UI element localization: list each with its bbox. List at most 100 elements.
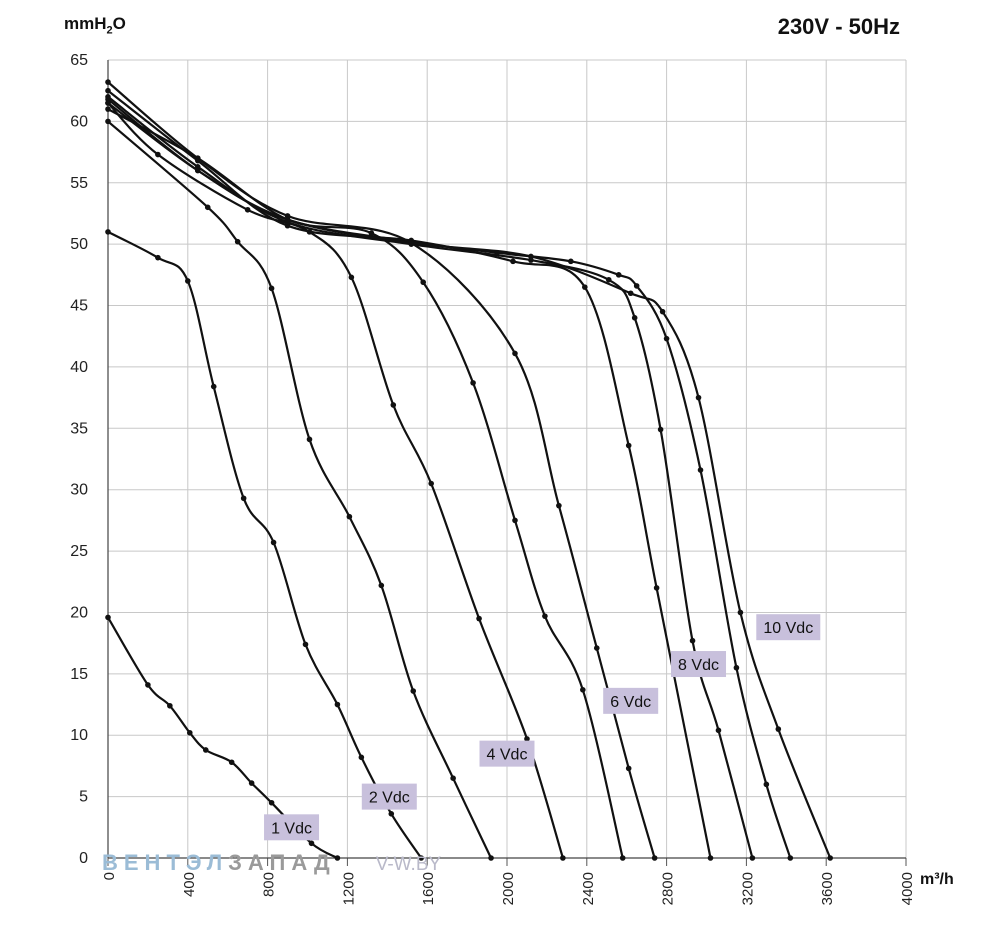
data-point bbox=[582, 284, 588, 290]
data-point bbox=[408, 240, 415, 246]
data-point bbox=[580, 687, 586, 693]
x-tick-label: 2800 bbox=[660, 872, 677, 905]
watermark: ВЕНТЭЛЗАПАД V-W.BY bbox=[102, 850, 441, 876]
x-tick-label: 3600 bbox=[819, 872, 836, 905]
curve-label: 10 Vdc bbox=[763, 620, 813, 637]
curve-label: 2 Vdc bbox=[369, 790, 410, 807]
data-point bbox=[268, 285, 275, 292]
data-point bbox=[105, 100, 111, 106]
series-line bbox=[107, 230, 423, 859]
curve-label-bg bbox=[479, 740, 535, 767]
data-point bbox=[284, 216, 291, 223]
data-point bbox=[268, 799, 275, 806]
data-point bbox=[787, 855, 794, 861]
curve-label-bg bbox=[756, 614, 821, 641]
data-point bbox=[593, 645, 600, 651]
data-point bbox=[707, 855, 714, 861]
curve-label: 8 Vdc bbox=[678, 657, 719, 674]
x-tick-label: 1200 bbox=[340, 872, 357, 905]
data-point bbox=[420, 279, 427, 286]
data-point bbox=[450, 775, 456, 781]
data-point bbox=[625, 765, 632, 772]
data-labels: 1 Vdc 2 Vdc 4 Vdc 6 Vdc 8 Vdc 10 Vdc bbox=[264, 614, 821, 841]
data-point bbox=[542, 613, 548, 619]
y-axis-label-main: mmH bbox=[64, 14, 107, 33]
curve-label-bg bbox=[603, 687, 659, 714]
y-axis-label: mmH2O bbox=[64, 14, 126, 36]
y-tick-label: 20 bbox=[70, 604, 88, 621]
data-point bbox=[605, 276, 612, 283]
data-point bbox=[653, 585, 660, 591]
data-point bbox=[633, 283, 640, 289]
y-tick-label: 10 bbox=[70, 727, 88, 744]
data-point bbox=[302, 641, 309, 648]
data-point bbox=[270, 539, 277, 546]
curve-label: 4 Vdc bbox=[487, 747, 528, 764]
data-point bbox=[155, 151, 161, 158]
x-tick-label: 4000 bbox=[899, 872, 916, 905]
watermark-part-3: V-W.BY bbox=[375, 854, 442, 875]
data-point bbox=[105, 79, 111, 85]
data-point bbox=[568, 258, 574, 265]
watermark-part-1: ВЕНТЭЛ bbox=[102, 850, 229, 875]
data-point bbox=[827, 855, 833, 861]
data-point bbox=[749, 855, 756, 861]
y-tick-label: 0 bbox=[79, 850, 88, 867]
x-tick-label: 2400 bbox=[580, 872, 597, 905]
curve-label-bg bbox=[264, 814, 320, 841]
data-point bbox=[105, 87, 111, 94]
data-point bbox=[775, 726, 782, 732]
series-group bbox=[105, 79, 833, 861]
data-point bbox=[560, 855, 566, 861]
x-tick-label: 3200 bbox=[739, 872, 756, 905]
data-point bbox=[244, 206, 251, 213]
chart-title: 230V - 50Hz bbox=[777, 14, 900, 39]
curve-label: 6 Vdc bbox=[610, 694, 651, 711]
data-point bbox=[228, 759, 235, 766]
data-point bbox=[105, 106, 111, 112]
data-point bbox=[234, 238, 241, 245]
data-point bbox=[737, 609, 744, 616]
y-axis-label-sub: 2 bbox=[106, 24, 113, 37]
y-tick-label: 40 bbox=[70, 359, 88, 376]
y-tick-label: 60 bbox=[70, 113, 88, 130]
data-point bbox=[348, 274, 355, 281]
data-point bbox=[368, 230, 375, 236]
data-point bbox=[528, 253, 534, 260]
y-tick-label: 55 bbox=[70, 175, 88, 192]
y-tick-label: 5 bbox=[79, 789, 88, 806]
curve-label-bg bbox=[361, 783, 417, 810]
data-point bbox=[167, 702, 173, 709]
data-point bbox=[185, 278, 191, 284]
data-point bbox=[306, 436, 313, 443]
y-axis-label-tail: O bbox=[112, 14, 126, 33]
curve-label-bg bbox=[671, 651, 727, 678]
data-point bbox=[105, 229, 111, 235]
data-point bbox=[657, 426, 664, 433]
data-point bbox=[248, 780, 255, 786]
data-point bbox=[410, 688, 417, 694]
data-point bbox=[105, 614, 111, 621]
y-tick-label: 15 bbox=[70, 666, 88, 683]
series-line bbox=[107, 102, 564, 859]
x-tick-label: 800 bbox=[261, 872, 278, 897]
data-point bbox=[512, 517, 518, 524]
series-line bbox=[107, 108, 624, 859]
data-point bbox=[476, 615, 482, 622]
x-tick-label: 400 bbox=[181, 872, 198, 897]
y-tick-label: 50 bbox=[70, 236, 88, 253]
data-point bbox=[524, 736, 530, 742]
curve-label: 1 Vdc bbox=[271, 820, 312, 837]
data-point bbox=[145, 682, 151, 688]
data-point bbox=[697, 467, 704, 473]
data-point bbox=[689, 637, 696, 644]
data-point bbox=[358, 754, 365, 761]
data-point bbox=[388, 811, 395, 817]
data-point bbox=[733, 664, 740, 671]
data-point bbox=[210, 383, 217, 390]
series-line bbox=[107, 95, 754, 859]
x-tick-label: 0 bbox=[101, 872, 118, 880]
data-point bbox=[763, 781, 770, 788]
data-point bbox=[512, 350, 518, 357]
data-point bbox=[378, 582, 385, 589]
